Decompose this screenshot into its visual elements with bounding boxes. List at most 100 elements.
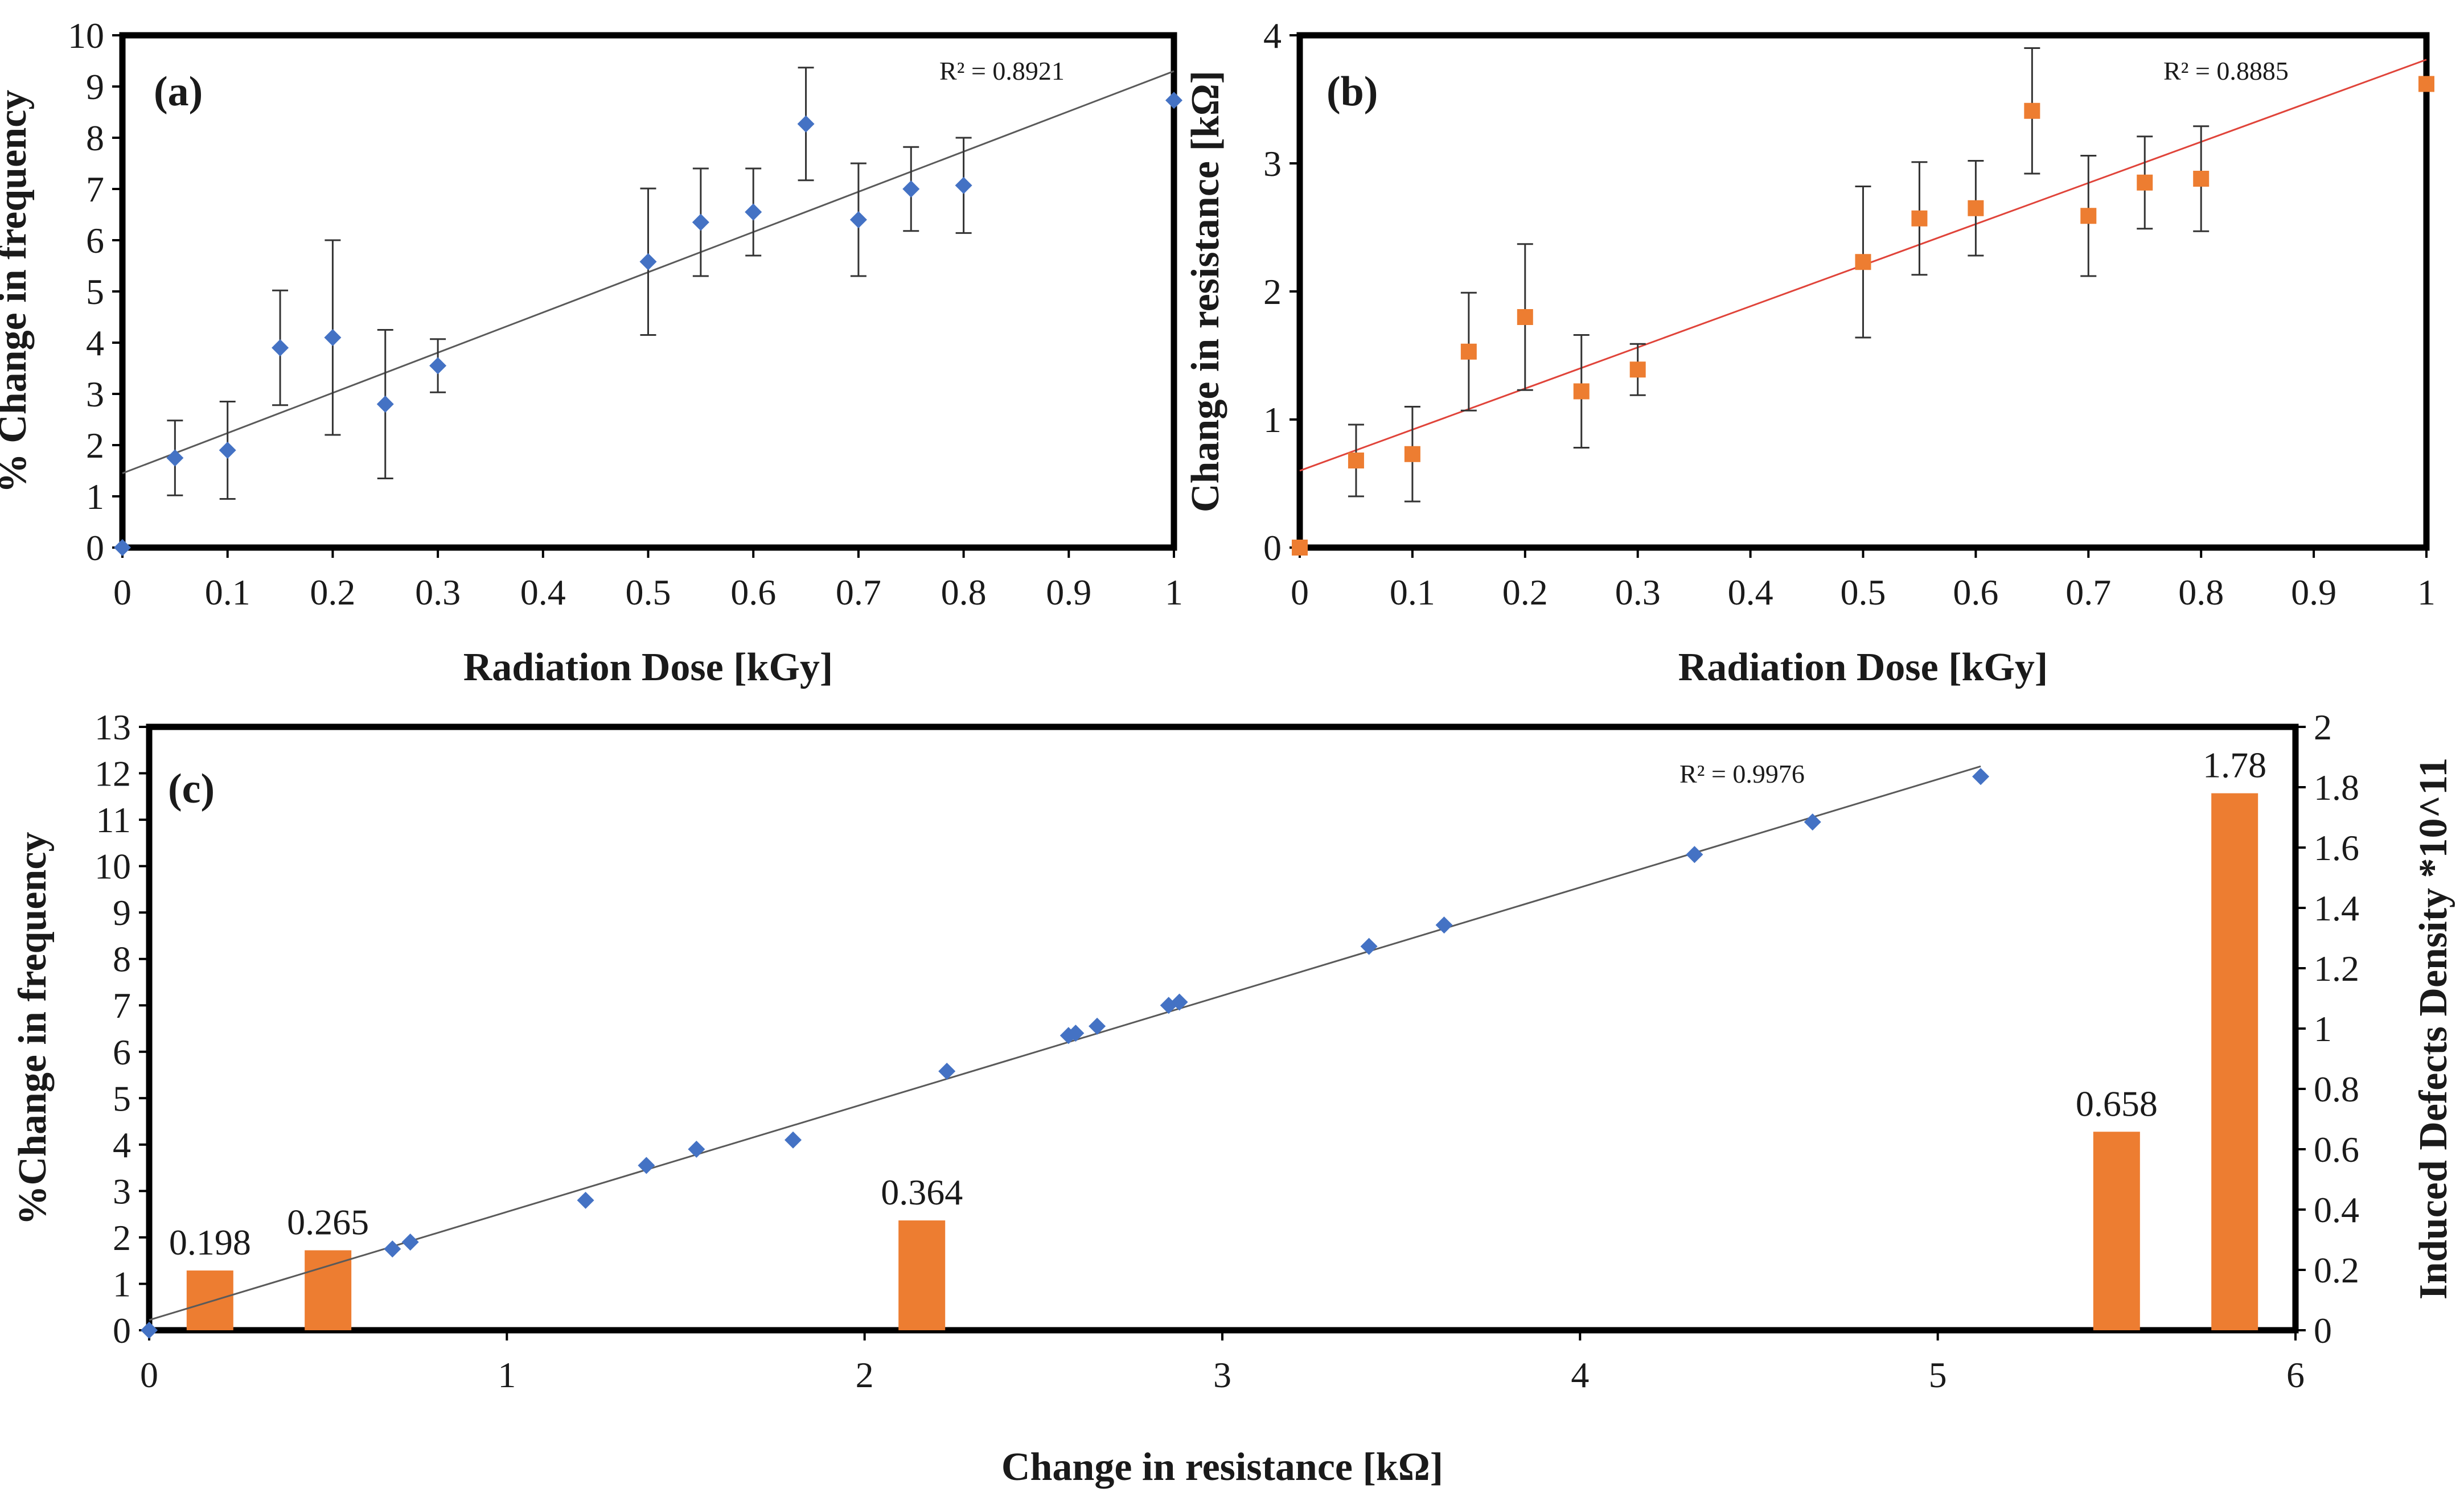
x-tick-label: 3 <box>1213 1355 1231 1395</box>
data-point <box>2193 171 2210 187</box>
x-tick-label: 5 <box>1929 1355 1947 1395</box>
y-axis-title: % Change in frequency <box>0 90 35 493</box>
bar-value-label: 0.658 <box>2076 1083 2158 1124</box>
data-point <box>2080 208 2097 224</box>
y2-tick-label: 1.2 <box>2314 948 2359 989</box>
data-point <box>1855 254 1871 270</box>
x-tick-label: 0.7 <box>2065 572 2111 612</box>
y2-tick-label: 0.6 <box>2314 1129 2359 1170</box>
y-tick-label: 3 <box>113 1171 131 1211</box>
y-tick-label: 2 <box>1263 272 1282 312</box>
data-point <box>1348 453 1364 468</box>
y-tick-label: 0 <box>1263 528 1282 568</box>
x-tick-label: 1 <box>2417 572 2436 612</box>
data-point <box>324 329 342 346</box>
data-point <box>745 203 762 221</box>
y-tick-label: 9 <box>86 67 104 107</box>
panel-label: (a) <box>154 68 203 115</box>
y-tick-label: 1 <box>1263 400 1282 440</box>
data-point <box>1435 916 1453 934</box>
y-tick-label: 7 <box>113 985 131 1026</box>
plot-frame <box>146 723 2299 1334</box>
defect-density-bar <box>2093 1132 2140 1330</box>
data-point <box>1911 210 1928 227</box>
y-tick-label: 3 <box>86 374 104 414</box>
x-tick-label: 0.7 <box>836 572 881 612</box>
data-point <box>692 213 709 231</box>
y-tick-label: 8 <box>113 939 131 980</box>
data-point <box>938 1063 956 1080</box>
y-tick-label: 12 <box>95 754 131 794</box>
data-point <box>1686 846 1703 863</box>
data-point <box>1573 383 1590 400</box>
data-point <box>166 449 184 467</box>
x-tick-label: 0.4 <box>1728 572 1773 612</box>
data-point <box>849 211 867 228</box>
y-tick-label: 11 <box>96 800 131 840</box>
y2-tick-label: 0.4 <box>2314 1190 2359 1230</box>
data-point <box>688 1141 705 1158</box>
data-point <box>429 357 447 375</box>
data-point <box>401 1233 419 1251</box>
data-point <box>1972 768 1990 786</box>
x-tick-label: 0.5 <box>626 572 671 612</box>
y-tick-label: 5 <box>113 1078 131 1118</box>
data-point <box>1292 540 1308 556</box>
y-tick-label: 4 <box>86 323 104 363</box>
panel-c-chart: 0 1 2 3 4 5 601234567891011121300.20.40.60.811… <box>11 707 2455 1489</box>
data-point <box>272 339 289 356</box>
y-tick-label: 3 <box>1263 143 1282 184</box>
x-tick-label: 4 <box>1571 1355 1589 1395</box>
panel-a-chart: 0 0.1 0.2 0.3 0.4 0.5 0.6 0.7 0.8 0.9 101234567891… <box>0 15 1183 689</box>
data-point <box>1171 993 1188 1011</box>
r-squared-label: R² = 0.8885 <box>2163 56 2289 85</box>
data-point <box>1404 446 1420 462</box>
data-point <box>1067 1025 1085 1042</box>
y-tick-label: 5 <box>86 272 104 312</box>
x-axis-title: Radiation Dose [kGy] <box>1678 645 2048 689</box>
x-tick-label: 0.9 <box>1046 572 1091 612</box>
x-tick-label: 0.2 <box>310 572 355 612</box>
x-tick-label: 0.3 <box>415 572 461 612</box>
bar-value-label: 0.265 <box>287 1202 369 1243</box>
data-point <box>639 253 657 270</box>
x-tick-label: 0 <box>1291 572 1309 612</box>
defect-density-bar <box>305 1250 352 1330</box>
r-squared-label: R² = 0.8921 <box>939 56 1065 85</box>
data-point <box>2137 174 2153 191</box>
y-tick-label: 2 <box>86 425 104 466</box>
panel-b-chart: 0 0.1 0.2 0.3 0.4 0.5 0.6 0.7 0.8 0.9 1 0 1 2 3 4 Radiat… <box>1184 15 2436 689</box>
y-axis-title: Change in resistance [kΩ] <box>1184 71 1227 512</box>
data-point <box>1629 361 1646 378</box>
x-axis-title: Radiation Dose [kGy] <box>463 645 833 689</box>
y2-axis-title: Induced Defects Density *10^11 <box>2412 758 2455 1300</box>
x-tick-label: 1 <box>498 1355 516 1395</box>
panel-label: (b) <box>1327 68 1378 115</box>
y-tick-label: 10 <box>95 846 131 887</box>
data-point <box>114 539 131 556</box>
data-point <box>2024 102 2040 119</box>
x-tick-label: 0.8 <box>941 572 987 612</box>
x-tick-label: 0.2 <box>1502 572 1548 612</box>
y-tick-label: 7 <box>86 169 104 209</box>
data-point <box>1968 200 1984 216</box>
y2-tick-label: 1.4 <box>2314 888 2359 928</box>
data-point <box>2418 76 2434 92</box>
x-tick-label: 0.1 <box>205 572 250 612</box>
data-point <box>955 176 972 194</box>
y-tick-label: 0 <box>113 1310 131 1351</box>
x-tick-label: 0.8 <box>2178 572 2224 612</box>
data-point <box>785 1131 802 1149</box>
data-point <box>797 115 815 133</box>
r-squared-label: R² = 0.9976 <box>1679 759 1805 788</box>
bar-value-label: 0.364 <box>881 1172 963 1212</box>
data-point <box>902 180 920 198</box>
trendline <box>149 765 1981 1321</box>
y-tick-label: 8 <box>86 118 104 158</box>
bar-value-label: 1.78 <box>2203 745 2266 786</box>
defect-density-bar <box>898 1220 946 1330</box>
y-tick-label: 1 <box>113 1264 131 1304</box>
y2-tick-label: 1.6 <box>2314 828 2359 868</box>
defect-density-bar <box>2211 793 2258 1330</box>
